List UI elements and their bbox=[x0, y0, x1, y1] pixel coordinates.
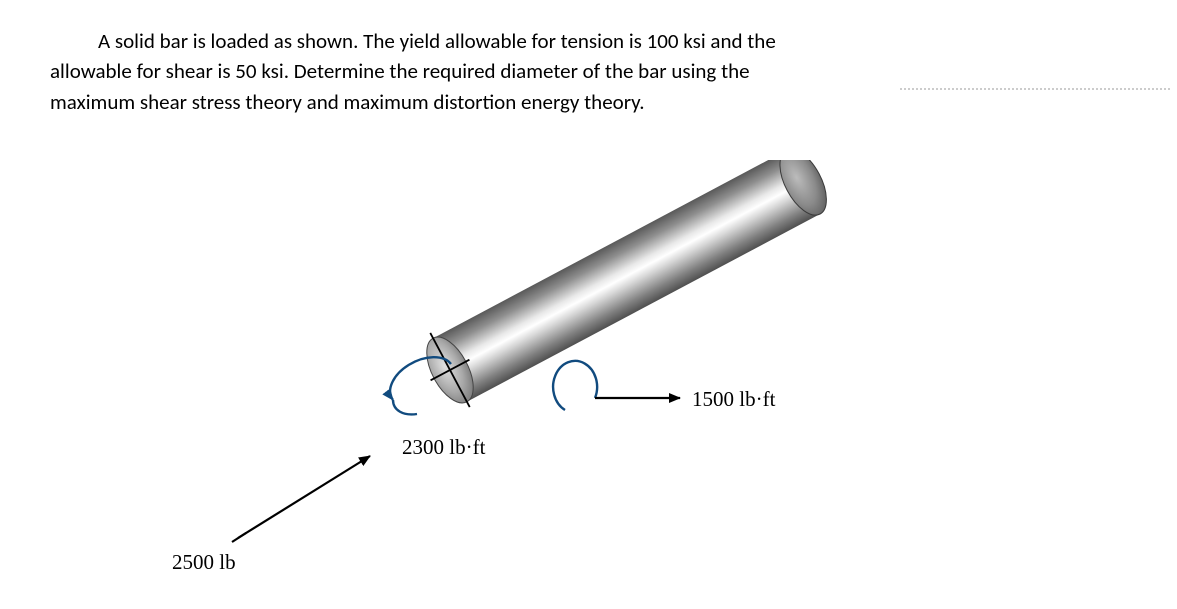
problem-line-1: A solid bar is loaded as shown. The yiel… bbox=[50, 26, 890, 56]
torque-label: 2300 lb·ft bbox=[402, 435, 485, 460]
bending-moment-label: 1500 lb·ft bbox=[692, 387, 775, 412]
problem-line-3: maximum shear stress theory and maximum … bbox=[50, 89, 645, 115]
bending-moment-arrow bbox=[553, 361, 680, 410]
axial-force-label: 2500 lb bbox=[172, 550, 236, 575]
problem-statement: A solid bar is loaded as shown. The yiel… bbox=[50, 26, 890, 117]
page-divider-dotted bbox=[900, 88, 1170, 90]
problem-line-2: allowable for shear is 50 ksi. Determine… bbox=[50, 58, 750, 84]
diagram-svg bbox=[160, 160, 880, 580]
axial-force-arrow bbox=[232, 456, 370, 542]
bar-loading-diagram: 2500 lb 2300 lb·ft 1500 lb·ft bbox=[160, 160, 880, 580]
